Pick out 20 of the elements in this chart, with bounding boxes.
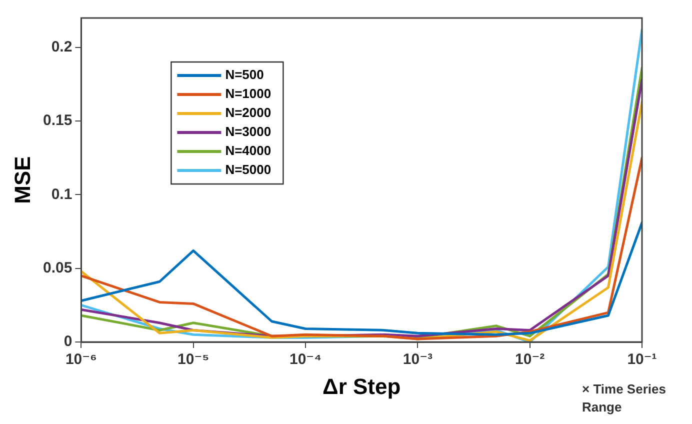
y-tick-label: 0 (64, 333, 72, 350)
legend-label: N=4000 (225, 143, 272, 158)
y-tick-label: 0.2 (51, 38, 72, 56)
x-axis-title: Δr Step (322, 374, 401, 400)
x-tick-label: 10⁻⁶ (65, 351, 97, 368)
x-tick-label: 10⁻⁵ (178, 351, 210, 368)
legend-label: N=3000 (225, 124, 272, 140)
x-tick-label: 10⁻⁴ (290, 351, 322, 368)
x-tick-label: 10⁻³ (402, 351, 432, 368)
legend-label: N=500 (225, 67, 264, 82)
x-tick-label: 10⁻² (515, 351, 545, 368)
y-tick-label: 0.15 (42, 112, 72, 130)
legend-label: N=1000 (225, 86, 272, 102)
text: × Time Series Range (582, 382, 666, 415)
y-tick-label: 0.05 (42, 260, 72, 277)
legend-label: N=2000 (225, 105, 272, 120)
y-tick-label: 0.1 (51, 186, 72, 203)
y-axis-title: MSE (10, 156, 36, 204)
x-tick-label: 10⁻¹ (627, 351, 657, 368)
legend-label: N=5000 (225, 162, 272, 178)
